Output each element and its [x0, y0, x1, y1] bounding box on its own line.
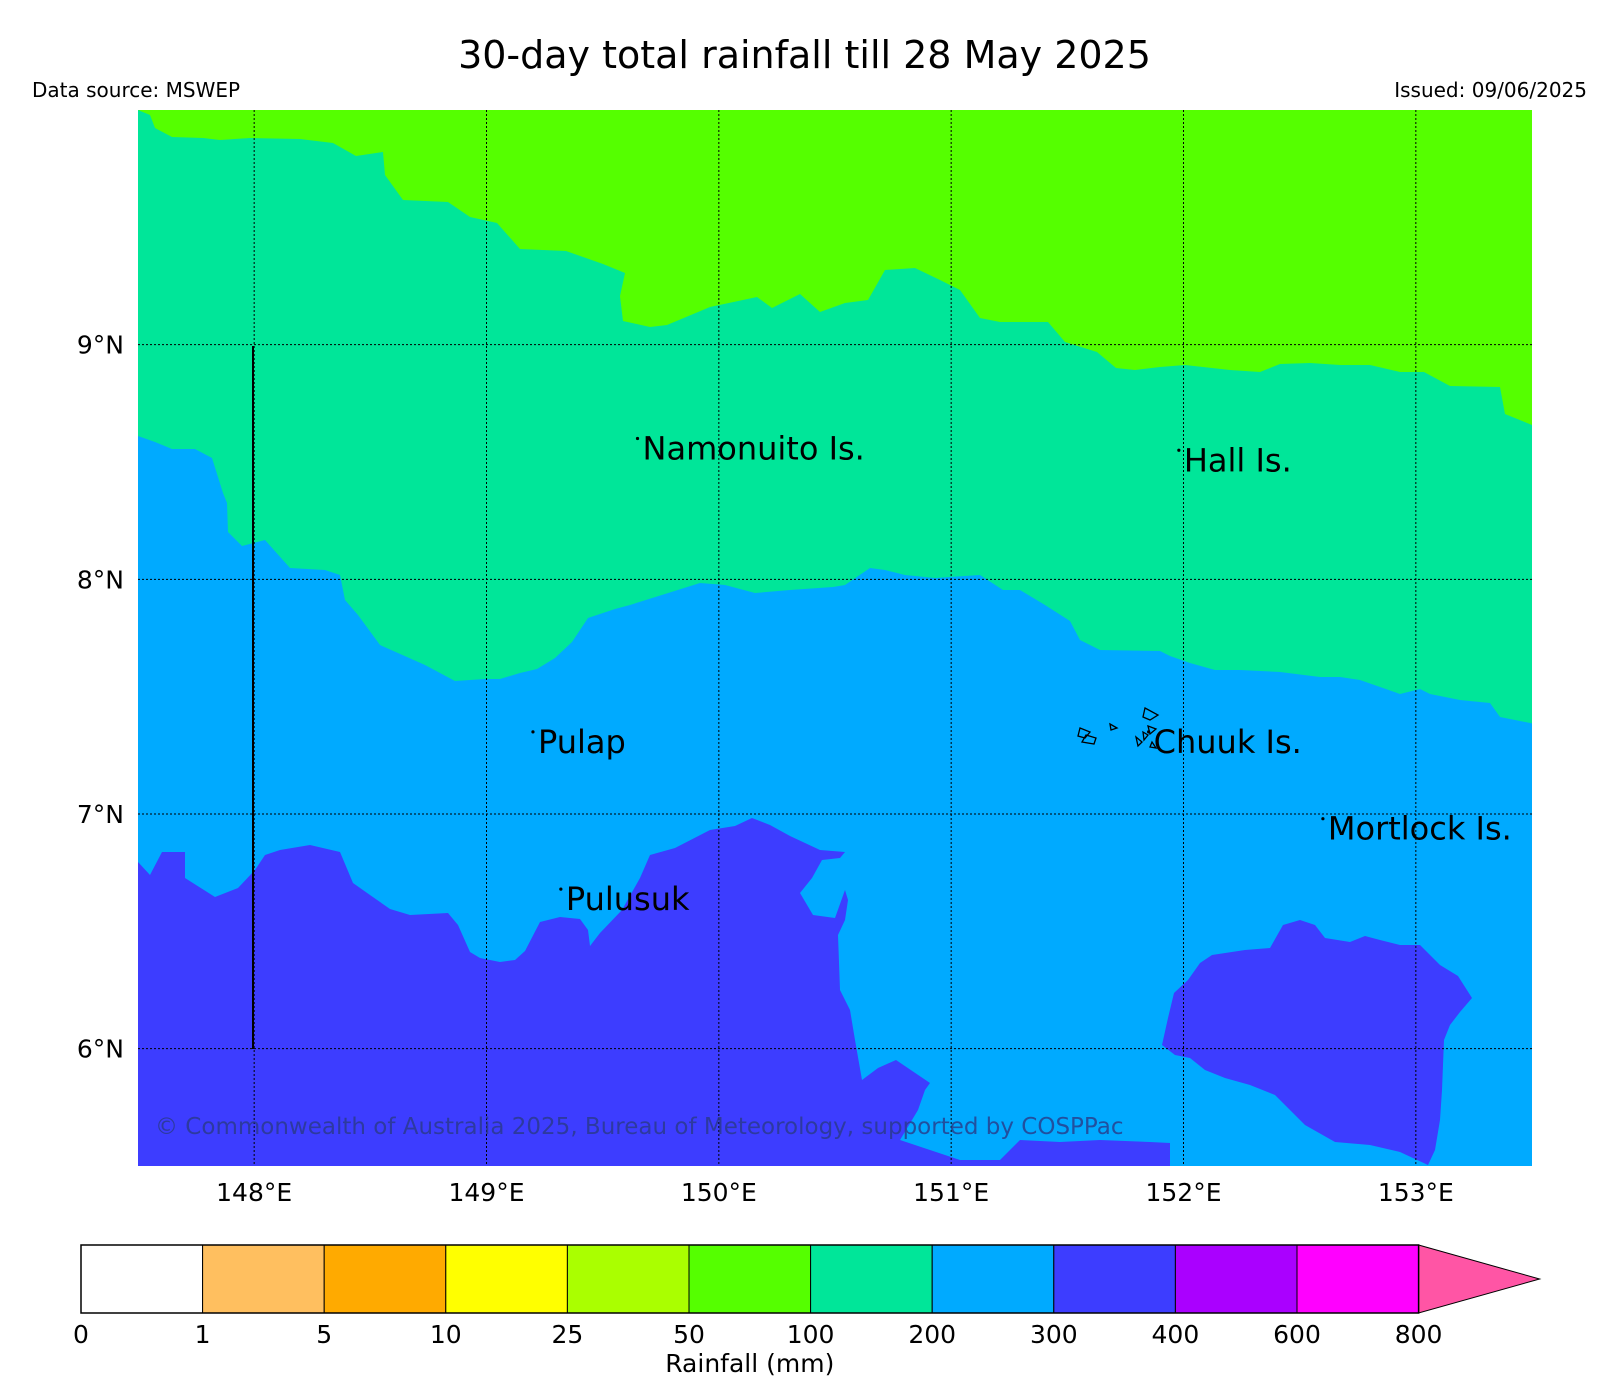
- lon-tick-label: 153°E: [1378, 1178, 1454, 1207]
- colorbar-tick-label: 25: [551, 1320, 583, 1349]
- place-label: Pulusuk: [566, 880, 690, 918]
- place-marker: [531, 730, 535, 734]
- zone-300-400: [1162, 920, 1472, 1165]
- place-marker: [1177, 448, 1181, 452]
- colorbar-tick-label: 100: [787, 1320, 835, 1349]
- colorbar-swatch: [1174, 1244, 1298, 1314]
- colorbar-tick-label: 300: [1030, 1320, 1078, 1349]
- lon-tick-label: 151°E: [913, 1178, 989, 1207]
- latitude-tick-labels: 9°N 8°N 7°N 6°N: [77, 331, 124, 1064]
- lat-tick-label: 7°N: [77, 800, 124, 829]
- place-label: Namonuito Is.: [643, 430, 865, 468]
- colorbar-swatch: [688, 1244, 812, 1314]
- colorbar-axis-label: Rainfall (mm): [665, 1349, 834, 1378]
- place-label: Hall Is.: [1184, 441, 1292, 479]
- rainfall-zones: [138, 110, 1532, 1166]
- colorbar-tick-label: 5: [316, 1320, 332, 1349]
- lon-tick-label: 150°E: [681, 1178, 757, 1207]
- colorbar-swatch: [810, 1244, 933, 1314]
- colorbar-swatch: [566, 1244, 690, 1314]
- place-labels: Namonuito Is. Hall Is. Pulap Chuuk Is. Mortl…: [531, 430, 1512, 918]
- colorbar-tick-label: 0: [73, 1320, 89, 1349]
- colorbar-tick-label: 50: [673, 1320, 705, 1349]
- colorbar-swatch: [80, 1244, 204, 1314]
- lon-tick-label: 149°E: [448, 1178, 524, 1207]
- chuuk-island-outlines: [1077, 707, 1160, 749]
- lat-tick-label: 9°N: [77, 331, 124, 360]
- colorbar-swatch: [1053, 1244, 1176, 1314]
- colorbar-swatch: [931, 1244, 1055, 1314]
- colorbar-frame: [80, 1244, 1420, 1314]
- lat-tick-label: 8°N: [77, 565, 124, 594]
- zone-300-400: [138, 818, 1170, 1166]
- place-label: Chuuk Is.: [1154, 723, 1302, 761]
- data-source-label: Data source: MSWEP: [32, 78, 241, 102]
- lat-tick-label: 6°N: [77, 1035, 124, 1064]
- colorbar-tick-label: 800: [1395, 1320, 1443, 1349]
- lon-tick-label: 148°E: [216, 1178, 292, 1207]
- colorbar-tick-label: 1: [195, 1320, 211, 1349]
- lon-tick-label: 152°E: [1145, 1178, 1221, 1207]
- chart-title: 30-day total rainfall till 28 May 2025: [458, 33, 1151, 77]
- place-marker: [635, 436, 640, 441]
- colorbar-swatch: [445, 1244, 568, 1314]
- copyright-notice: © Commonwealth of Australia 2025, Bureau…: [155, 1114, 1124, 1140]
- place-label: Mortlock Is.: [1328, 810, 1512, 848]
- colorbar-swatch: [1296, 1244, 1420, 1314]
- place-marker: [559, 887, 563, 891]
- colorbar-swatch: [323, 1244, 447, 1314]
- colorbar-extend-arrow: [1418, 1244, 1542, 1314]
- issued-date-label: Issued: 09/06/2025: [1394, 78, 1587, 102]
- place-marker: [1147, 730, 1151, 734]
- colorbar-tick-label: 600: [1273, 1320, 1321, 1349]
- colorbar-tick-label: 10: [430, 1320, 462, 1349]
- longitude-tick-labels: 148°E 149°E 150°E 151°E 152°E 153°E: [216, 1178, 1454, 1207]
- colorbar-tick-label: 400: [1152, 1320, 1200, 1349]
- place-marker: [1321, 817, 1325, 821]
- place-label: Pulap: [538, 723, 626, 761]
- colorbar: 0 1 5 10 25 50 100 200 300 400 600 800 Rainfall (mm): [73, 1244, 1542, 1378]
- colorbar-tick-label: 200: [908, 1320, 956, 1349]
- colorbar-swatch: [202, 1244, 325, 1314]
- graticule: [138, 110, 1532, 1166]
